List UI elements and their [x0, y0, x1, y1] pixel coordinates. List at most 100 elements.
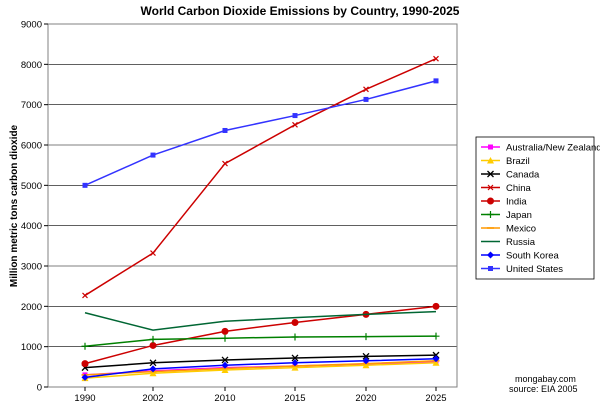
- series-line: [84, 358, 437, 379]
- data-point: [150, 152, 156, 158]
- data-point: [149, 369, 157, 377]
- y-tick-label: 6000: [21, 141, 42, 152]
- y-tick-label: 9000: [21, 20, 42, 31]
- y-tick-label: 8000: [21, 60, 42, 71]
- chart-title: World Carbon Dioxide Emissions by Countr…: [141, 4, 460, 18]
- series-japan: [81, 332, 440, 350]
- credit-source: source: EIA 2005: [509, 384, 578, 394]
- gridlines: [48, 23, 457, 347]
- y-tick-label: 2000: [21, 302, 42, 313]
- y-tick-label: 1000: [21, 342, 42, 353]
- x-tick-label: 1990: [74, 393, 95, 404]
- legend-label: China: [506, 183, 532, 194]
- legend-item: Mexico: [481, 224, 536, 235]
- x-tick-label: 2025: [425, 393, 446, 404]
- y-tick-label: 4000: [21, 221, 42, 232]
- data-point: [291, 333, 299, 341]
- y-axis-label: Million metric tons carbon dioxide: [9, 124, 20, 287]
- data-point: [433, 55, 439, 62]
- series-line: [84, 305, 437, 365]
- data-point: [221, 356, 229, 364]
- data-point: [221, 334, 229, 342]
- data-point: [222, 160, 228, 167]
- data-point: [221, 361, 229, 369]
- series-line: [84, 335, 437, 348]
- data-point: [432, 351, 440, 359]
- series-line: [84, 360, 437, 376]
- legend-label: South Korea: [506, 251, 560, 262]
- legend-item: China: [481, 183, 532, 194]
- data-point: [432, 332, 440, 340]
- legend-item: Brazil: [481, 156, 530, 167]
- legend-label: Russia: [506, 237, 536, 248]
- legend-item: Japan: [481, 210, 532, 221]
- y-tick-label: 0: [37, 383, 42, 394]
- data-point: [433, 78, 439, 84]
- series-line: [84, 57, 437, 297]
- data-point: [81, 373, 89, 381]
- data-point: [362, 333, 370, 341]
- data-point: [149, 341, 157, 349]
- series-line: [84, 80, 437, 187]
- series-brazil: [81, 359, 440, 382]
- legend-label: India: [506, 197, 527, 208]
- data-point: [291, 354, 299, 362]
- series-china: [82, 55, 439, 299]
- legend-label: Canada: [506, 170, 540, 181]
- data-point: [222, 127, 228, 133]
- data-point: [363, 96, 369, 102]
- data-point: [488, 144, 493, 150]
- legend-label: Japan: [506, 210, 532, 221]
- data-point: [292, 113, 298, 119]
- series-united-states: [82, 78, 439, 188]
- data-point: [81, 342, 89, 350]
- series-india: [81, 302, 440, 368]
- series-canada: [81, 351, 440, 372]
- x-axis-ticks: 1990 2002 2010 2015 2020 2025: [74, 387, 447, 404]
- plot-area-border: [47, 23, 458, 388]
- data-point: [221, 327, 229, 335]
- legend-item: Australia/New Zealand: [481, 143, 600, 154]
- credit-site: mongabay.com: [515, 374, 576, 384]
- data-point: [362, 352, 370, 360]
- data-point: [487, 211, 494, 218]
- x-tick-label: 2015: [284, 393, 305, 404]
- data-point: [221, 366, 229, 374]
- data-point: [149, 335, 157, 343]
- x-tick-label: 2020: [355, 393, 376, 404]
- data-point: [82, 182, 88, 188]
- data-point: [487, 157, 494, 164]
- legend-label: Brazil: [506, 156, 530, 167]
- data-point: [81, 360, 89, 368]
- x-tick-label: 2002: [142, 393, 163, 404]
- y-tick-label: 3000: [21, 262, 42, 273]
- y-tick-label: 5000: [21, 181, 42, 192]
- data-point: [487, 197, 494, 205]
- series-south-korea: [81, 355, 440, 381]
- data-point: [149, 365, 157, 373]
- legend-item: Russia: [481, 237, 536, 248]
- legend-label: United States: [506, 264, 563, 275]
- x-tick-label: 2010: [214, 393, 235, 404]
- data-point: [291, 359, 299, 367]
- data-point: [150, 250, 156, 257]
- data-point: [362, 361, 370, 369]
- data-point: [291, 364, 299, 371]
- series-line: [84, 354, 437, 369]
- legend-label: Mexico: [506, 224, 536, 235]
- y-axis-ticks: 0 1000 2000 3000 4000 5000 6000 7000 8000 9000: [21, 20, 48, 394]
- series-russia: [84, 310, 437, 331]
- data-point: [82, 292, 88, 299]
- legend-item: United States: [481, 264, 563, 275]
- data-point: [432, 355, 440, 363]
- data-point: [292, 121, 298, 128]
- series-line: [84, 310, 437, 331]
- series-line: [84, 362, 437, 379]
- series-mexico: [81, 359, 440, 376]
- legend-item: South Korea: [481, 251, 560, 262]
- legend: Australia/New Zealand Brazil Canada China In…: [475, 136, 600, 280]
- legend-item: India: [481, 197, 527, 208]
- data-point: [149, 359, 157, 367]
- legend-item: Canada: [481, 170, 540, 181]
